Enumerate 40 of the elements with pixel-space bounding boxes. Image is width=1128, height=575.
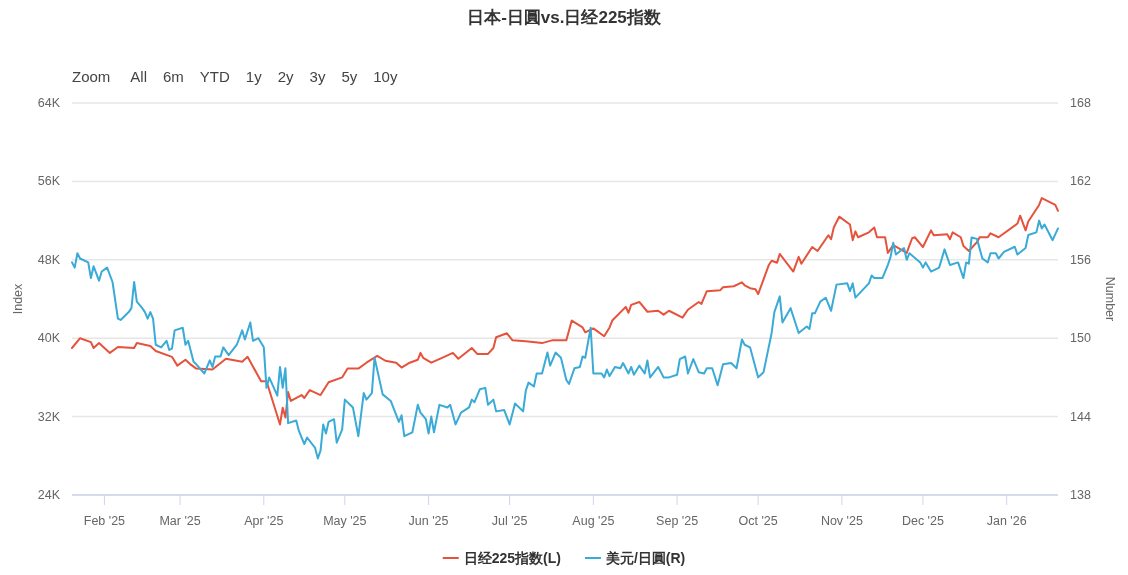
text: 5y	[341, 68, 358, 85]
text: Zoom	[72, 68, 111, 85]
y-tick-label: 24K	[37, 488, 61, 502]
x-tick-label: Oct '25	[738, 514, 778, 528]
legend-label: 美元/日圓(R)	[604, 550, 686, 566]
text: 10y	[373, 68, 398, 85]
y-tick-label: 48K	[37, 252, 61, 267]
y2-tick-label: 138	[1070, 488, 1091, 502]
y2-tick-label: 156	[1070, 252, 1091, 267]
x-tick-label: Sep '25	[656, 514, 699, 528]
x-tick-label: Feb '25	[83, 514, 126, 528]
y2-tick-label: 162	[1070, 174, 1091, 189]
text: 6m	[163, 68, 184, 85]
x-tick-label: Jan '26	[986, 514, 1027, 528]
y2-tick-label: 168	[1070, 96, 1091, 110]
text: 3y	[309, 68, 326, 85]
y2-tick-label: 150	[1070, 331, 1091, 346]
text: 1y	[245, 68, 263, 85]
legend-label: 日经225指数(L)	[463, 550, 561, 566]
x-tick-label: Jul '25	[491, 514, 528, 528]
line-series	[71, 219, 1059, 460]
x-tick-label: Apr '25	[244, 514, 284, 528]
y-tick-label: 40K	[37, 331, 61, 346]
x-tick-label: Jun '25	[408, 514, 449, 528]
y2-axis-title: Number	[1103, 276, 1117, 322]
x-tick-label: Nov '25	[820, 514, 863, 528]
x-tick-label: May '25	[323, 514, 367, 528]
x-tick-label: Dec '25	[901, 514, 944, 528]
text: YTD	[199, 68, 231, 85]
chart-title: 日本-日圓vs.日经225指数	[467, 8, 662, 27]
y2-tick-label: 144	[1070, 409, 1091, 424]
x-tick-label: Mar '25	[159, 514, 201, 528]
text: All	[130, 68, 148, 85]
text: 2y	[277, 68, 295, 85]
y-axis-title: Index	[11, 282, 25, 315]
line-series	[71, 197, 1059, 426]
x-tick-label: Aug '25	[572, 514, 615, 528]
y-tick-label: 32K	[37, 409, 61, 424]
y-tick-label: 56K	[37, 174, 61, 189]
y-tick-label: 64K	[37, 96, 61, 110]
